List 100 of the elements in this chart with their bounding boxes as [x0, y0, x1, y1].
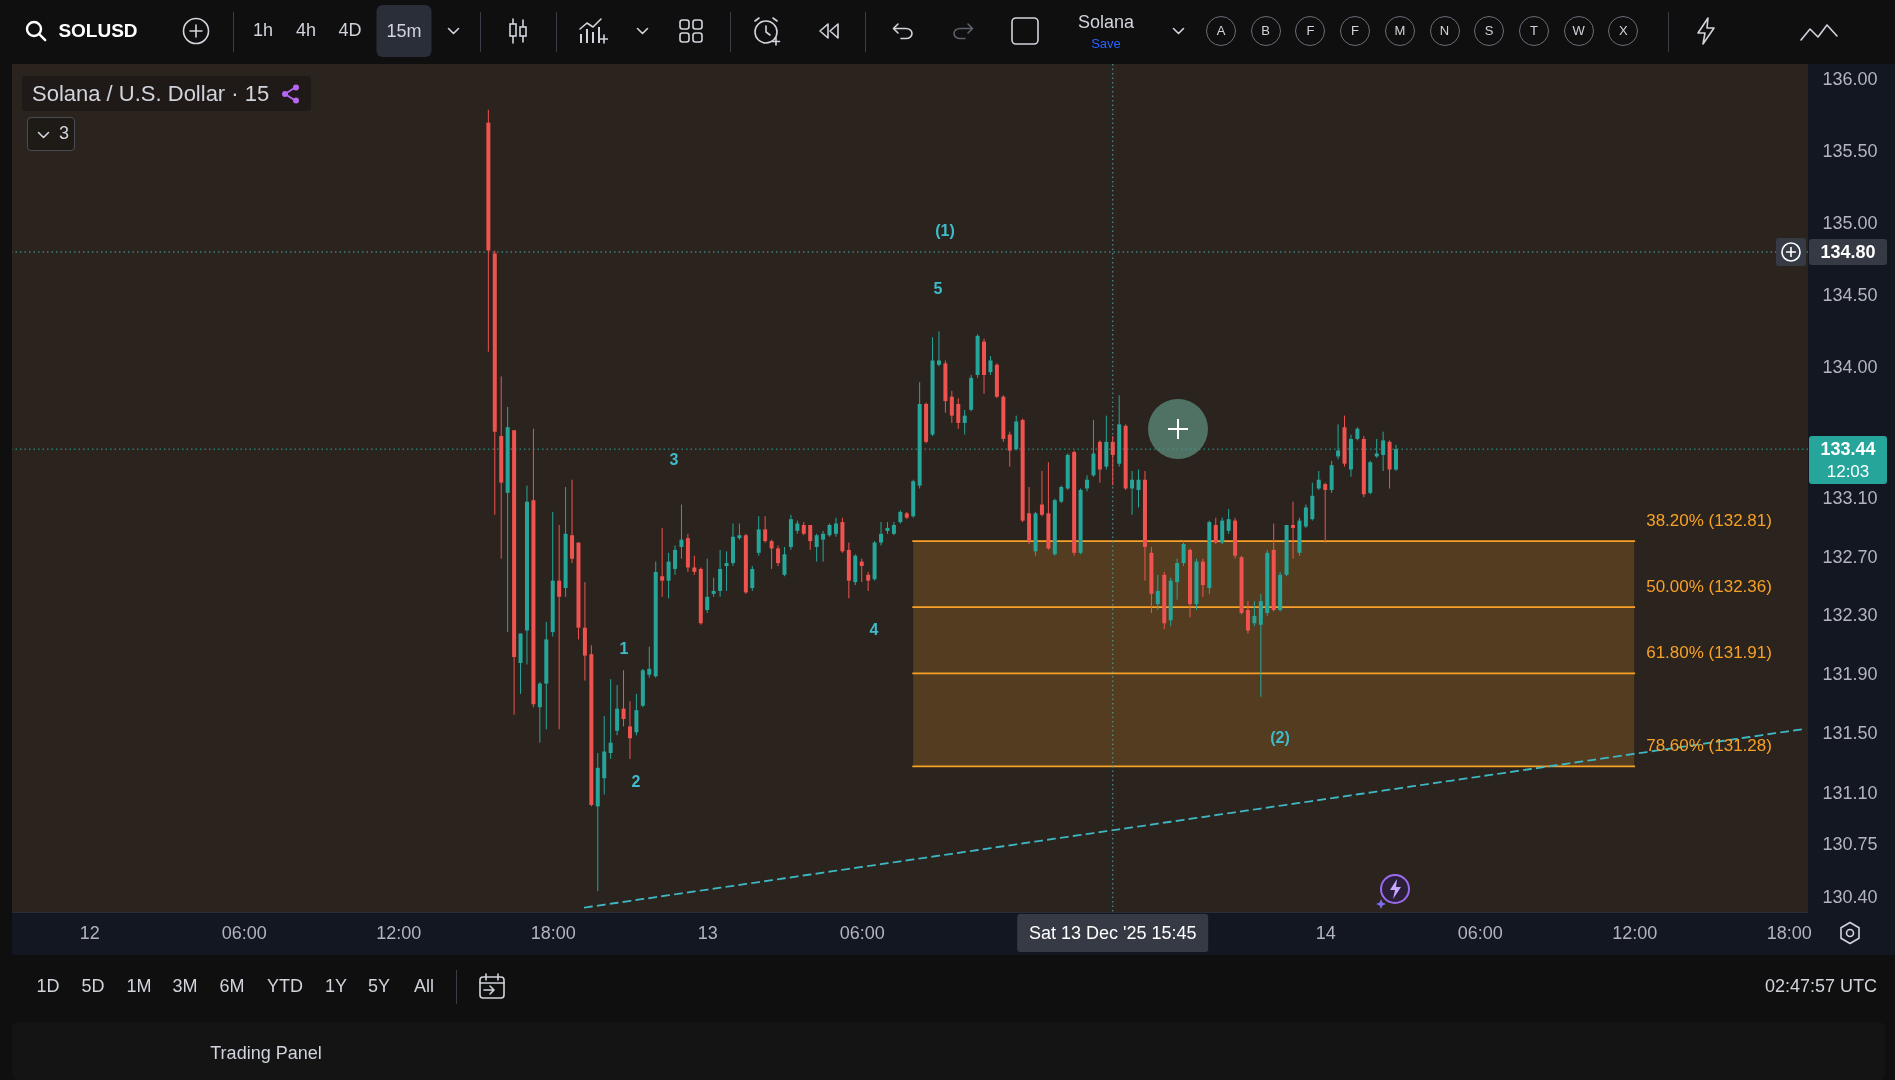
- x-tick-label: 18:00: [1766, 922, 1812, 943]
- text: 02:47:57 UTC: [1764, 976, 1877, 997]
- candlestick: [1181, 540, 1186, 567]
- y-tick-label: 136.00: [1822, 69, 1878, 90]
- candlestick: [1316, 470, 1321, 491]
- text: F: [1295, 16, 1326, 46]
- candlestick: [608, 678, 613, 760]
- text: 3M: [172, 976, 198, 997]
- candlestick: [557, 524, 562, 730]
- text: 4h: [295, 20, 317, 41]
- annotation: 3: [58, 123, 70, 144]
- y-tick-label: 131.50: [1822, 723, 1878, 744]
- candlestick: [1252, 600, 1257, 627]
- x-tick-label: 12:00: [1612, 922, 1658, 943]
- annotation: 3: [669, 451, 679, 469]
- candlestick: [750, 565, 755, 592]
- candlestick: [634, 693, 639, 736]
- text: 1Y: [324, 976, 348, 997]
- candlestick: [1155, 574, 1160, 611]
- y-tick-label: 134.00: [1822, 357, 1878, 378]
- text: 1M: [126, 976, 152, 997]
- y-tick-label: 130.75: [1822, 834, 1878, 855]
- candlestick: [936, 330, 941, 367]
- text: SOLUSD: [58, 19, 138, 42]
- series-label: 50.00% (132.36): [1646, 577, 1772, 597]
- candlestick: [769, 539, 774, 570]
- ref-line-label: 134.80: [1809, 238, 1887, 265]
- series-label: 38.20% (132.81): [1646, 511, 1772, 531]
- series-label: 61.80% (131.91): [1646, 643, 1772, 663]
- title-box: Solana / U.S. Dollar · 15: [22, 76, 312, 111]
- annotation: 2: [631, 773, 641, 791]
- candlestick: [1258, 593, 1263, 698]
- x-tick-label: 12: [79, 922, 100, 943]
- candlestick: [1039, 470, 1044, 517]
- candlestick: [1136, 469, 1141, 508]
- y-tick-label: 130.40: [1822, 886, 1878, 907]
- y-tick-label: 134.50: [1822, 284, 1878, 305]
- candlestick: [1175, 558, 1180, 601]
- candlestick: [763, 515, 768, 544]
- candlestick: [1007, 431, 1012, 468]
- annotation: (1): [935, 222, 955, 240]
- candlestick: [1130, 470, 1135, 516]
- candlestick: [692, 555, 697, 576]
- candlestick: [673, 545, 678, 576]
- candlestick: [808, 524, 813, 551]
- text: 6M: [219, 976, 245, 997]
- y-tick-label: 135.00: [1822, 212, 1878, 233]
- candlestick: [666, 552, 671, 599]
- candlestick: [956, 397, 961, 430]
- y-tick-label: 131.90: [1822, 664, 1878, 685]
- candlestick: [756, 515, 761, 557]
- candlestick: [866, 571, 871, 592]
- text: W: [1563, 16, 1594, 46]
- candlestick: [1303, 504, 1308, 529]
- candlestick: [1310, 482, 1315, 522]
- dropdown-button: 3: [27, 117, 75, 151]
- candlestick: [537, 681, 542, 744]
- candlestick: [1220, 517, 1225, 545]
- text: M: [1384, 16, 1415, 46]
- candlestick: [1085, 474, 1090, 492]
- candlestick: [711, 577, 716, 598]
- candlestick: [1323, 482, 1328, 544]
- x-tick-label: 12:00: [376, 922, 422, 943]
- series-label: 78.60% (131.28): [1646, 736, 1772, 756]
- y-tick-label: 132.70: [1822, 546, 1878, 567]
- y-tick-label: 133.10: [1822, 488, 1878, 509]
- candlestick: [679, 504, 684, 560]
- candlestick: [1291, 501, 1296, 560]
- x-tick-label: 06:00: [1457, 922, 1503, 943]
- text: Save: [1091, 35, 1121, 52]
- x-tick-label: 06:00: [221, 922, 267, 943]
- candlestick: [782, 546, 787, 577]
- text: YTD: [267, 976, 303, 997]
- candlestick: [988, 355, 993, 376]
- annotation: (2): [1270, 729, 1290, 747]
- text: 1h: [252, 20, 274, 41]
- text: All: [413, 976, 435, 997]
- text: 1D: [36, 976, 60, 997]
- candlestick: [1200, 558, 1205, 598]
- x-tick-label: 13: [697, 922, 718, 943]
- candlestick: [647, 646, 652, 679]
- text: 12:03: [1809, 462, 1887, 485]
- y-tick-label: 132.30: [1822, 605, 1878, 626]
- text: Trading Panel: [210, 1043, 322, 1064]
- text: 4D: [338, 20, 362, 41]
- candlestick: [833, 517, 838, 538]
- candlestick: [1245, 600, 1250, 635]
- ref-line-label: Sat 13 Dec '25 15:45: [1016, 914, 1209, 952]
- candlestick: [724, 550, 729, 592]
- y-tick-label: 135.50: [1822, 140, 1878, 161]
- x-tick-label: 14: [1315, 922, 1336, 943]
- candlestick: [1110, 435, 1115, 487]
- text: X: [1608, 16, 1639, 46]
- candlestick: [1213, 517, 1218, 545]
- candlestick: [879, 521, 884, 546]
- candlestick: [821, 530, 826, 563]
- candlestick: [705, 558, 710, 614]
- candlestick: [627, 700, 632, 760]
- text: B: [1250, 16, 1281, 46]
- annotation: 5: [933, 280, 943, 298]
